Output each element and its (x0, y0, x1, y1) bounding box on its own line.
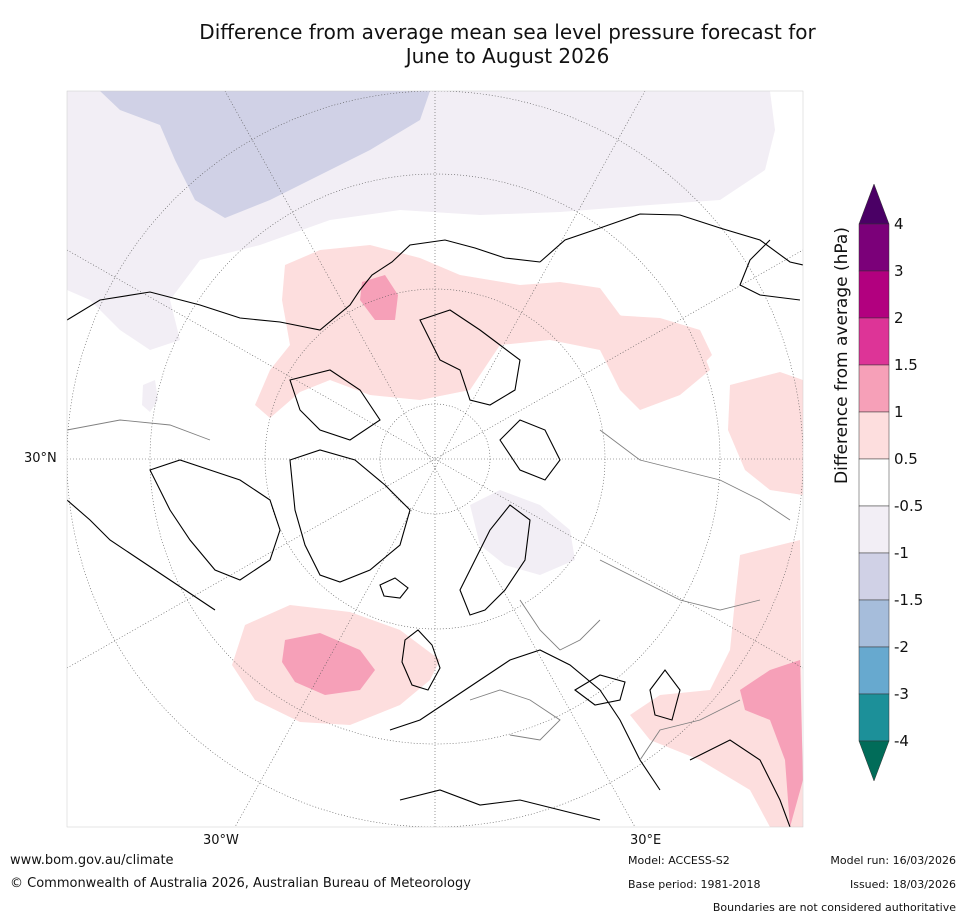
footer-model: Model: ACCESS-S2 (628, 854, 730, 867)
border-europe-central (469, 689, 561, 741)
colorbar-tick-label: 0.5 (894, 450, 918, 468)
meridian-30-west (234, 91, 646, 827)
border-kazakhstan (599, 559, 761, 611)
colorbar-bin (858, 552, 890, 601)
colorbar-bin (858, 317, 890, 366)
lon-label-30e: 30°E (630, 833, 662, 848)
colorbar-tick-label: -3 (894, 685, 909, 703)
coast-siberia-arctic (539, 213, 803, 266)
colorbar-over-arrow (858, 183, 890, 225)
anomaly-pink-east-asia (728, 372, 803, 495)
anomaly-pink-siberia (608, 315, 712, 390)
colorbar-bin (858, 270, 890, 319)
colorbar-tick-label: 3 (894, 262, 904, 280)
coast-mediterranean (399, 789, 601, 821)
coast-kara-sea (499, 419, 561, 481)
colorbar-tick-label: -4 (894, 732, 909, 750)
colorbar-bin (858, 693, 890, 742)
political-borders (67, 419, 791, 761)
colorbar-bin (858, 223, 890, 272)
anomaly-light-purple-scandinavia (470, 490, 575, 575)
title-line-2: June to August 2026 (405, 44, 610, 68)
coast-caspian (649, 669, 681, 721)
coast-scandinavia (459, 504, 531, 616)
colorbar-tick-label: -0.5 (894, 497, 924, 515)
colorbar-bin (858, 599, 890, 648)
border-us-canada (67, 419, 211, 441)
colorbar-title: Difference from average (hPa) (832, 227, 852, 484)
footer-model-run: Model run: 16/03/2026 (830, 854, 956, 867)
meridian-30-east (224, 91, 636, 827)
map-title: Difference from average mean sea level p… (100, 20, 915, 68)
coast-arctic-islands (419, 309, 521, 406)
coast-alaska-canada (67, 239, 541, 331)
border-middle-east (639, 699, 741, 761)
anomaly-medium-pink-bering (360, 275, 398, 320)
coast-black-sea (574, 674, 626, 706)
colorbar-bin (858, 411, 890, 460)
coast-japan-sea (739, 239, 801, 301)
footer-disclaimer: Boundaries are not considered authoritat… (712, 901, 956, 914)
colorbar-tick-label: 1 (894, 403, 904, 421)
colorbar-tick-label: 1.5 (894, 356, 918, 374)
colorbar-tick-label: -2 (894, 638, 909, 656)
footer-base-period: Base period: 1981-2018 (628, 878, 761, 891)
coast-uk-ireland (401, 629, 441, 691)
colorbar-bin (858, 364, 890, 413)
footer-website[interactable]: www.bom.gov.au/climate (10, 853, 174, 868)
coast-iceland (379, 577, 409, 599)
coast-greenland (289, 449, 411, 583)
footer-issued: Issued: 18/03/2026 (849, 878, 956, 891)
anomaly-light-purple-small (142, 380, 158, 412)
border-russia-china (599, 429, 791, 521)
anomaly-lavender-pacific (100, 91, 430, 218)
colorbar (858, 183, 890, 782)
latitude-circle-45 (149, 173, 721, 745)
coast-north-america-east (67, 499, 216, 611)
colorbar-bin (858, 505, 890, 554)
coast-europe (389, 649, 661, 791)
colorbar-tick-label: -1.5 (894, 591, 924, 609)
coastlines (67, 213, 803, 827)
coast-hudson (149, 459, 281, 581)
meridian-60-west (67, 249, 803, 669)
graticule (67, 91, 803, 827)
colorbar-under-arrow (858, 740, 890, 782)
colorbar-tick-label: -1 (894, 544, 909, 562)
anomaly-medium-pink-india (740, 660, 803, 827)
map-frame (66, 90, 804, 828)
footer-copyright: © Commonwealth of Australia 2026, Austra… (10, 876, 471, 891)
coast-canadian-archipelago (289, 369, 381, 441)
colorbar-tick-label: 2 (894, 309, 904, 327)
coast-arabia (689, 739, 791, 827)
colorbar-tick-label: 4 (894, 215, 904, 233)
title-line-1: Difference from average mean sea level p… (199, 20, 816, 44)
colorbar-bin (858, 646, 890, 695)
lat-label-30n: 30°N (24, 451, 57, 466)
border-europe-east (519, 599, 601, 651)
anomaly-medium-pink-atlantic (282, 633, 375, 695)
anomaly-pink-north-africa-india (630, 540, 803, 827)
lon-label-30w: 30°W (203, 833, 239, 848)
colorbar-bin (858, 458, 890, 507)
